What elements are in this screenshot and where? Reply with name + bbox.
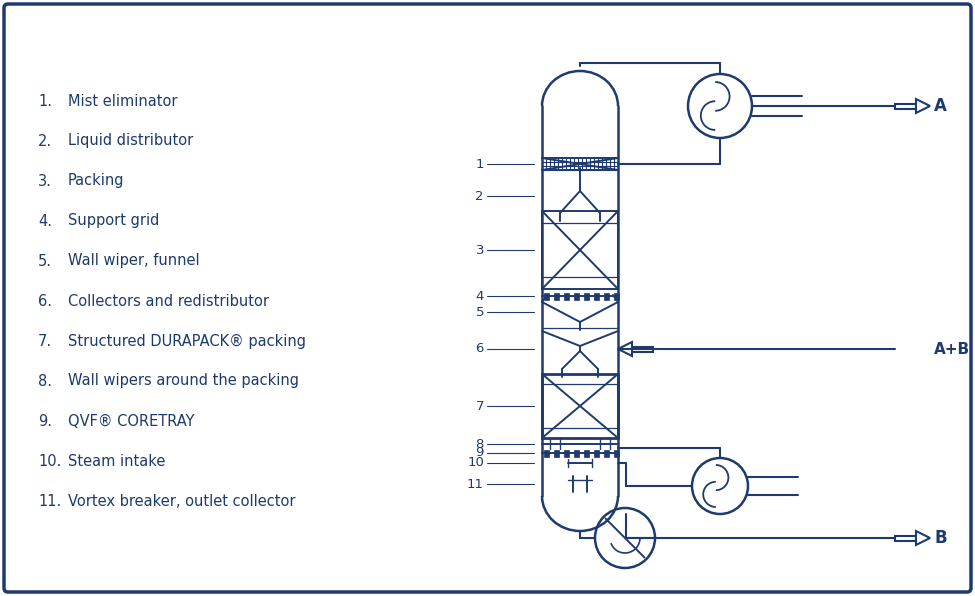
Bar — [632, 346, 653, 352]
Text: Structured DURAPACK® packing: Structured DURAPACK® packing — [68, 334, 306, 349]
Text: Support grid: Support grid — [68, 213, 159, 228]
Bar — [554, 293, 559, 300]
Text: 3: 3 — [476, 244, 484, 256]
Bar — [574, 293, 579, 300]
Bar — [594, 449, 599, 457]
Text: Vortex breaker, outlet collector: Vortex breaker, outlet collector — [68, 493, 295, 508]
Text: 2: 2 — [476, 190, 484, 203]
Polygon shape — [618, 342, 632, 356]
Text: 10.: 10. — [38, 454, 61, 468]
Bar — [614, 449, 619, 457]
Text: Mist eliminator: Mist eliminator — [68, 94, 177, 108]
Text: 6.: 6. — [38, 293, 52, 309]
Bar — [584, 449, 589, 457]
Bar — [594, 293, 599, 300]
Text: QVF® CORETRAY: QVF® CORETRAY — [68, 414, 194, 429]
Bar — [542, 374, 618, 438]
Text: B: B — [934, 529, 947, 547]
Text: 4.: 4. — [38, 213, 52, 228]
Text: 5.: 5. — [38, 253, 52, 269]
Text: 8: 8 — [476, 437, 484, 451]
Text: 2.: 2. — [38, 134, 52, 148]
Text: A+B: A+B — [934, 342, 970, 356]
Text: 11: 11 — [467, 477, 484, 491]
Polygon shape — [916, 531, 930, 545]
Bar — [554, 449, 559, 457]
Text: 3.: 3. — [38, 173, 52, 188]
Text: 9.: 9. — [38, 414, 52, 429]
Text: Collectors and redistributor: Collectors and redistributor — [68, 293, 269, 309]
Text: 10: 10 — [467, 457, 484, 470]
Text: 8.: 8. — [38, 374, 52, 389]
Text: 7: 7 — [476, 399, 484, 412]
Bar — [895, 104, 916, 108]
Text: Wall wiper, funnel: Wall wiper, funnel — [68, 253, 200, 269]
Text: 9: 9 — [476, 446, 484, 460]
Text: 11.: 11. — [38, 493, 61, 508]
Text: A: A — [934, 97, 947, 115]
Bar — [604, 449, 609, 457]
Text: Steam intake: Steam intake — [68, 454, 166, 468]
Bar — [584, 293, 589, 300]
Polygon shape — [916, 99, 930, 113]
Bar — [564, 449, 569, 457]
Text: 1: 1 — [476, 157, 484, 170]
Text: Wall wipers around the packing: Wall wipers around the packing — [68, 374, 299, 389]
FancyBboxPatch shape — [4, 4, 971, 592]
Text: 5: 5 — [476, 306, 484, 318]
Bar — [604, 293, 609, 300]
Bar — [544, 293, 549, 300]
Bar — [574, 449, 579, 457]
Bar — [614, 293, 619, 300]
Bar — [544, 449, 549, 457]
Text: 6: 6 — [476, 343, 484, 355]
Text: Liquid distributor: Liquid distributor — [68, 134, 193, 148]
Text: 1.: 1. — [38, 94, 52, 108]
Bar — [542, 211, 618, 289]
Text: Packing: Packing — [68, 173, 125, 188]
Text: 7.: 7. — [38, 334, 52, 349]
Text: 4: 4 — [476, 290, 484, 303]
Bar — [564, 293, 569, 300]
Bar — [895, 535, 916, 541]
